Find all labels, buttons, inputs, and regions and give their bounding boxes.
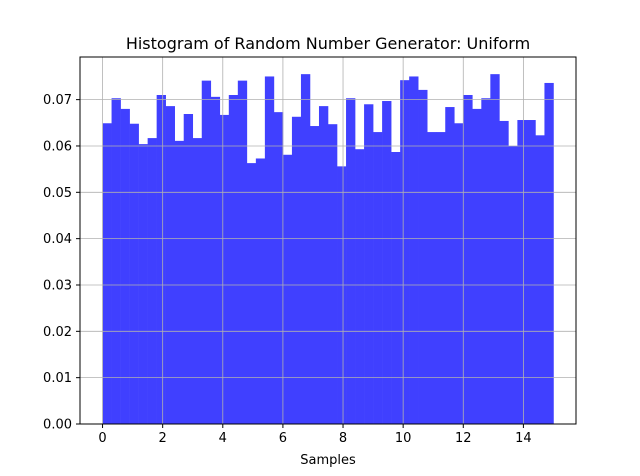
y-tick-label: 0.04 xyxy=(43,232,72,247)
x-tick-label: 8 xyxy=(339,431,347,446)
y-tick-label: 0.07 xyxy=(43,93,72,108)
histogram-bar xyxy=(463,95,473,424)
x-axis-label: Samples xyxy=(300,453,356,468)
histogram-bar xyxy=(282,154,293,424)
histogram-bar xyxy=(192,138,203,424)
histogram-bar xyxy=(183,114,194,424)
histogram-bar xyxy=(102,123,112,424)
y-tick-label: 0.03 xyxy=(43,278,72,293)
histogram-bar xyxy=(219,114,230,425)
histogram-bar xyxy=(138,144,148,424)
histogram-bar xyxy=(544,82,554,424)
histogram-bars xyxy=(102,74,554,425)
histogram-bar xyxy=(318,106,329,425)
histogram-bar xyxy=(156,95,166,424)
histogram-bar xyxy=(174,140,185,424)
histogram-bar xyxy=(355,149,365,424)
x-tick-label: 10 xyxy=(395,431,412,446)
histogram-bar xyxy=(364,104,374,425)
histogram-bar xyxy=(300,74,311,425)
histogram-bar xyxy=(418,89,428,425)
y-tick-label: 0.01 xyxy=(43,371,72,386)
histogram-bar xyxy=(120,108,130,425)
histogram-bar xyxy=(481,98,491,425)
histogram-bar xyxy=(210,96,221,424)
histogram-bar xyxy=(382,101,392,425)
chart-title: Histogram of Random Number Generator: Un… xyxy=(126,34,530,53)
histogram-bar xyxy=(499,120,509,424)
histogram-bar xyxy=(165,106,175,425)
histogram-bar xyxy=(490,74,500,425)
histogram-bar xyxy=(309,126,320,424)
histogram-bar xyxy=(346,98,356,425)
histogram-bar xyxy=(246,163,257,425)
x-tick-label: 4 xyxy=(219,431,227,446)
y-axis-ticks: 0.00 0.01 0.02 0.03 0.04 0.05 0.06 0.07 xyxy=(43,93,80,433)
histogram-bar xyxy=(445,107,455,425)
histogram-bar xyxy=(328,124,338,424)
y-tick-label: 0.00 xyxy=(43,418,72,433)
histogram-bar xyxy=(147,138,157,424)
histogram-bar xyxy=(400,80,410,425)
histogram-bar xyxy=(472,108,482,425)
histogram-bar xyxy=(337,166,347,425)
y-tick-label: 0.02 xyxy=(43,325,72,340)
histogram-bar xyxy=(526,120,536,425)
histogram-bar xyxy=(535,135,545,424)
y-tick-label: 0.05 xyxy=(43,186,72,201)
histogram-bar xyxy=(427,132,437,424)
histogram-bar xyxy=(264,76,275,425)
histogram-bar xyxy=(373,132,383,424)
histogram-bar xyxy=(291,116,302,424)
plot-frame xyxy=(79,56,577,425)
x-axis-ticks: 0 2 4 6 8 10 12 14 xyxy=(98,424,532,446)
histogram-bar xyxy=(517,120,527,425)
histogram-bar xyxy=(237,80,248,424)
plot-axes xyxy=(79,56,577,425)
x-tick-label: 14 xyxy=(515,431,532,446)
y-tick-label: 0.06 xyxy=(43,139,72,154)
histogram-bar xyxy=(436,132,446,424)
histogram-bar xyxy=(454,123,464,424)
histogram-bar xyxy=(273,112,284,424)
histogram-bar xyxy=(409,76,419,425)
x-tick-label: 12 xyxy=(455,431,472,446)
histogram-bar xyxy=(111,98,121,425)
histogram-bar xyxy=(129,123,139,424)
histogram-bar xyxy=(228,95,239,424)
histogram-bar xyxy=(391,151,401,425)
x-tick-label: 2 xyxy=(159,431,167,446)
x-tick-label: 6 xyxy=(279,431,287,446)
x-tick-label: 0 xyxy=(98,431,106,446)
histogram-bar xyxy=(201,80,212,424)
histogram-bar xyxy=(255,158,266,425)
